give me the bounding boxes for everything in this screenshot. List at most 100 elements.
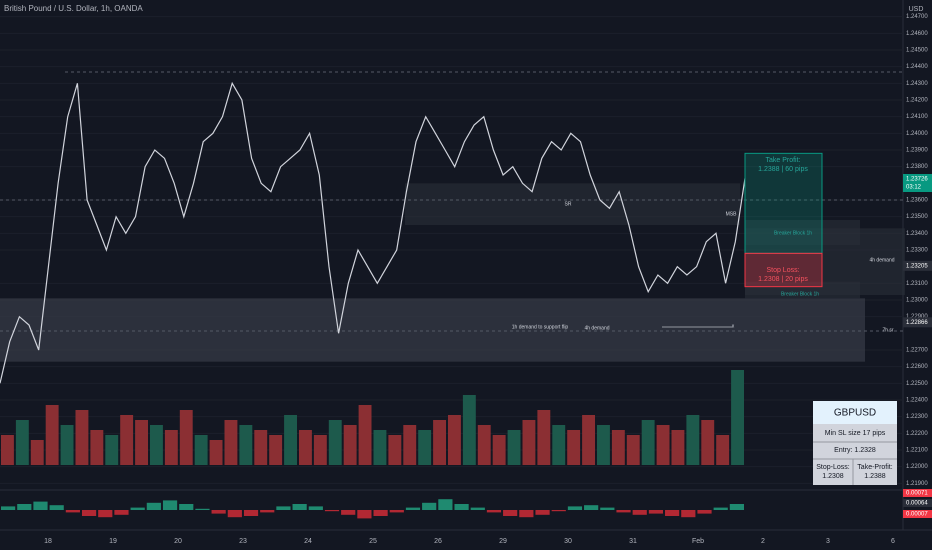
volume-bar xyxy=(477,425,491,465)
volume-bar xyxy=(30,440,44,465)
panel-entry: Entry: 1.2328 xyxy=(834,447,876,454)
y-tick-label: 1.24100 xyxy=(906,114,928,120)
volume-bar xyxy=(433,420,446,465)
volume-bar xyxy=(269,435,283,465)
macd-bar xyxy=(470,507,485,510)
macd-bar xyxy=(616,510,631,513)
price-label: 1.22866 xyxy=(906,320,928,326)
volume-bar xyxy=(462,395,476,465)
x-tick-label: 24 xyxy=(304,538,312,545)
macd-bar xyxy=(551,510,566,512)
price-label: 1.23205 xyxy=(906,263,928,269)
x-tick-label: 19 xyxy=(109,538,117,545)
volume-bar xyxy=(75,410,89,465)
volume-bar xyxy=(284,415,297,465)
annotation: 1h demand to support flip xyxy=(512,324,569,330)
macd-label-bg xyxy=(903,489,932,497)
panel-tp-label: Take-Profit: xyxy=(857,464,892,471)
macd-bar xyxy=(341,510,356,515)
volume-bar xyxy=(522,420,536,465)
zone xyxy=(0,298,865,362)
y-tick-label: 1.22100 xyxy=(906,448,928,454)
annotation: SR xyxy=(565,201,572,207)
annotation: x xyxy=(732,323,735,329)
volume-bar xyxy=(90,430,104,465)
y-tick-label: 1.22900 xyxy=(906,314,928,320)
tp-detail: 1.2388 | 60 pips xyxy=(758,166,808,173)
macd-bar xyxy=(729,504,744,510)
volume-bar xyxy=(552,425,566,465)
volume-bar xyxy=(731,370,744,465)
volume-bar xyxy=(299,430,312,465)
y-tick-label: 1.24300 xyxy=(906,81,928,87)
volume-bar xyxy=(105,435,119,465)
macd-bar xyxy=(681,510,696,518)
macd-bar xyxy=(1,506,16,510)
macd-bar xyxy=(130,507,145,510)
zone xyxy=(745,220,860,245)
price-time: 03:12 xyxy=(906,185,922,191)
volume-bar xyxy=(224,420,238,465)
macd-label: 0.00007 xyxy=(906,512,928,518)
x-tick-label: 26 xyxy=(434,538,442,545)
macd-bar xyxy=(389,510,404,513)
annotation: Breaker Block 1h xyxy=(774,230,812,236)
sl-text: Stop Loss: xyxy=(766,267,799,274)
macd-bar xyxy=(195,508,210,510)
volume-bar xyxy=(448,415,461,465)
panel-tp-value: 1.2388 xyxy=(864,473,886,480)
macd-bar xyxy=(665,510,680,516)
macd-bar xyxy=(503,510,518,516)
chart-title: British Pound / U.S. Dollar, 1h, OANDA xyxy=(4,4,143,13)
macd-bar xyxy=(486,510,502,513)
y-tick-label: 1.23600 xyxy=(906,198,928,204)
macd-bar xyxy=(632,510,647,515)
price-label-bg xyxy=(903,174,932,192)
y-tick-label: 1.23100 xyxy=(906,281,928,287)
volume-bar xyxy=(373,430,387,465)
price-label-bg xyxy=(903,317,932,328)
volume-bar xyxy=(313,435,327,465)
volume-bar xyxy=(239,425,253,465)
macd-bar xyxy=(308,506,323,510)
volume-bar xyxy=(135,420,148,465)
macd-bar xyxy=(260,510,275,513)
macd-bar xyxy=(81,510,97,516)
x-tick-label: 18 xyxy=(44,538,52,545)
macd-bar xyxy=(324,510,340,512)
panel-min-sl: Min SL size 17 pips xyxy=(825,430,886,437)
panel-symbol: GBPUSD xyxy=(834,408,876,419)
x-tick-label: 20 xyxy=(174,538,182,545)
annotation: Breaker Block 1h xyxy=(781,291,819,297)
volume-bar xyxy=(164,430,178,465)
macd-bar xyxy=(243,510,259,516)
price-label: 1.23726 xyxy=(906,177,928,183)
volume-bar xyxy=(15,420,29,465)
volume-bar xyxy=(626,435,640,465)
macd-label: 0.00071 xyxy=(906,491,928,497)
annotation: 4h demand xyxy=(869,257,894,263)
panel-head xyxy=(813,401,897,424)
x-tick-label: 30 xyxy=(564,538,572,545)
macd-label-bg xyxy=(903,499,932,507)
macd-label-bg xyxy=(903,510,932,518)
volume-bar xyxy=(328,420,342,465)
volume-bar xyxy=(597,425,610,465)
macd-label: 0.00064 xyxy=(906,501,928,507)
volume-bar xyxy=(492,435,506,465)
y-tick-label: 1.24500 xyxy=(906,48,928,54)
volume-bar xyxy=(209,440,223,465)
y-tick-label: 1.21900 xyxy=(906,481,928,487)
annotation: 4h demand xyxy=(584,325,609,331)
x-tick-label: 3 xyxy=(826,538,830,545)
volume-bar xyxy=(537,410,551,465)
macd-bar xyxy=(584,505,599,510)
y-tick-label: 1.24400 xyxy=(906,64,928,70)
macd-bar xyxy=(49,505,64,510)
volume-bar xyxy=(358,405,372,465)
volume-bar xyxy=(656,425,670,465)
macd-bar xyxy=(276,506,291,510)
tp-text: Take Profit: xyxy=(765,157,800,164)
macd-bar xyxy=(648,510,664,514)
panel-sl-label: Stop-Loss: xyxy=(816,464,850,471)
